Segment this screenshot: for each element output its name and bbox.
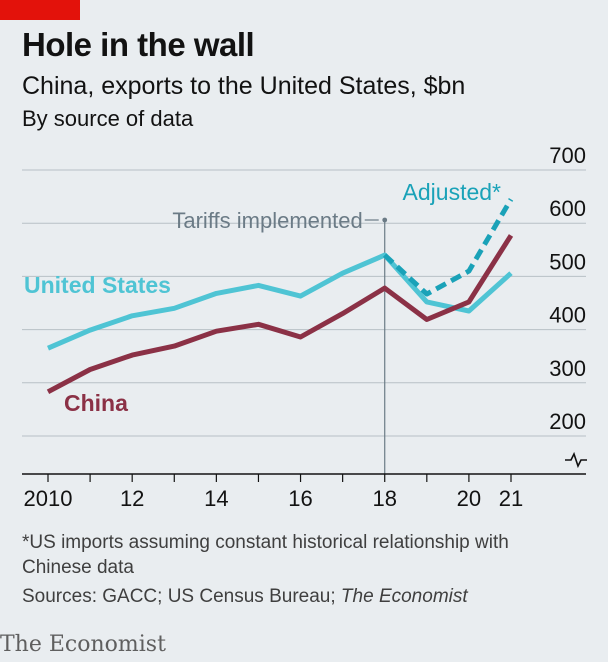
data-series bbox=[46, 198, 514, 395]
chart-title: Hole in the wall bbox=[22, 26, 255, 63]
sources-prefix: Sources: GACC; US Census Bureau; bbox=[22, 586, 341, 607]
footnote: *US imports assuming constant historical… bbox=[22, 532, 509, 578]
economist-logo-text: The Economist bbox=[0, 632, 166, 657]
series-line-china bbox=[46, 234, 514, 395]
tariff-marker bbox=[382, 217, 388, 223]
tariff-annotation: Tariffs implemented bbox=[172, 208, 388, 474]
y-axis-tick-labels: 200 300 400 500 600 700 bbox=[549, 143, 587, 469]
tariff-label: Tariffs implemented bbox=[172, 208, 362, 233]
sources-publication: The Economist bbox=[340, 586, 468, 607]
series-label-china: China bbox=[64, 390, 128, 416]
series-label-united-states: United States bbox=[24, 272, 171, 298]
y-tick-label: 300 bbox=[549, 356, 586, 381]
x-axis: 2010 12 14 16 18 20 21 bbox=[22, 473, 586, 511]
y-tick-label: 500 bbox=[549, 249, 586, 274]
line-chart: 200 300 400 500 600 700 Tariffs implemented U… bbox=[22, 143, 587, 511]
sources-note: Sources: GACC; US Census Bureau; The Eco… bbox=[22, 586, 468, 608]
series-labels: United States China Adjusted* bbox=[24, 179, 501, 416]
x-tick-label: 20 bbox=[457, 486, 481, 511]
y-tick-label: 400 bbox=[549, 303, 586, 328]
x-tick-label: 2010 bbox=[24, 486, 73, 511]
y-tick-label: 700 bbox=[549, 143, 586, 168]
chart-subsubtitle: By source of data bbox=[22, 106, 194, 131]
x-tick-label: 18 bbox=[372, 486, 396, 511]
gridlines bbox=[22, 169, 586, 437]
series-label-adjusted: Adjusted* bbox=[403, 179, 502, 205]
series-line-united-states bbox=[47, 252, 513, 351]
series-line-adjusted bbox=[383, 198, 514, 297]
x-tick-label: 16 bbox=[288, 486, 312, 511]
chart-subtitle: China, exports to the United States, $bn bbox=[22, 72, 466, 100]
x-tick-label: 21 bbox=[499, 486, 523, 511]
x-tick-label: 14 bbox=[204, 486, 228, 511]
y-tick-label: 600 bbox=[549, 196, 586, 221]
y-tick-label: 200 bbox=[549, 409, 586, 434]
axis-break-icon bbox=[565, 451, 587, 469]
x-tick-label: 12 bbox=[120, 486, 144, 511]
brand-red-tag bbox=[0, 0, 80, 20]
